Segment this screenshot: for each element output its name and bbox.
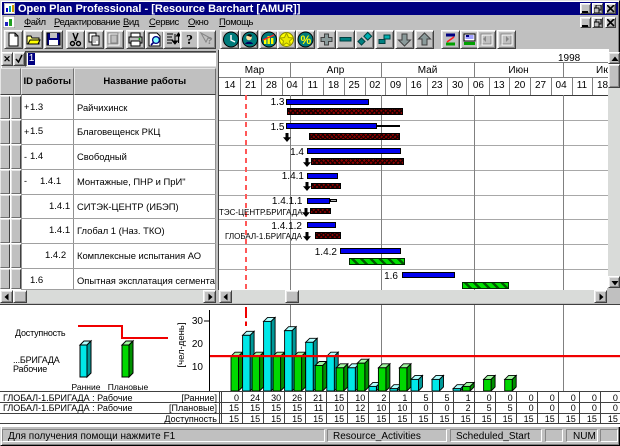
svg-text:?: ? [207,35,213,47]
svg-text:?: ? [186,33,193,48]
svg-text:%: % [301,33,312,47]
